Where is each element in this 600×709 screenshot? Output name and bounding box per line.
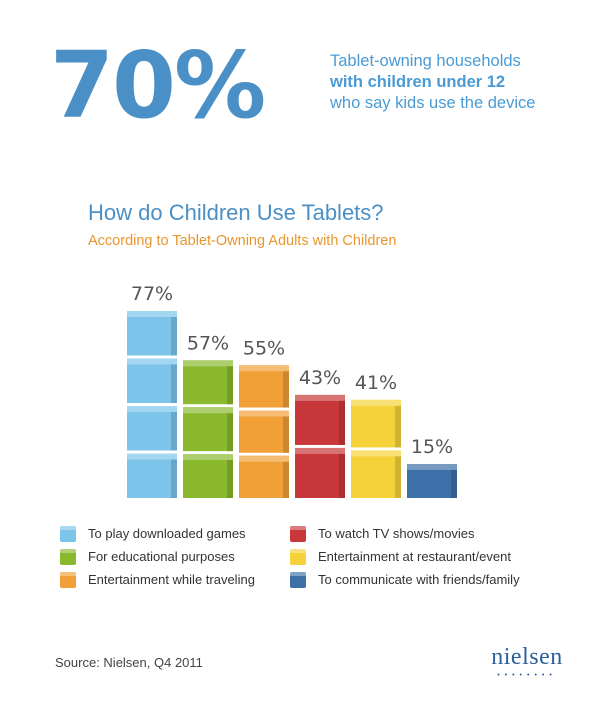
bar-chart: 77% 57% 55% 43% 41% 15% bbox=[127, 283, 457, 498]
chart-title: How do Children Use Tablets? bbox=[88, 200, 384, 225]
bar-cube bbox=[295, 447, 345, 498]
legend-left: To play downloaded games For educational… bbox=[60, 522, 255, 591]
legend-item: Entertainment at restaurant/event bbox=[290, 545, 520, 568]
legend-swatch bbox=[290, 571, 306, 588]
bar-cube bbox=[183, 407, 233, 452]
bar-cube bbox=[127, 406, 177, 451]
headline-description: Tablet-owning households with children u… bbox=[330, 51, 535, 114]
bar-value-label: 57% bbox=[187, 332, 229, 354]
bar bbox=[127, 311, 177, 498]
bar-value-label: 41% bbox=[355, 372, 397, 394]
legend-item: To watch TV shows/movies bbox=[290, 522, 520, 545]
nielsen-logo: nielsen •••••••• bbox=[484, 645, 570, 679]
bar-cube bbox=[183, 454, 233, 498]
bar-cube bbox=[127, 311, 177, 356]
legend-swatch bbox=[60, 525, 76, 542]
legend-item: To communicate with friends/family bbox=[290, 568, 520, 591]
bar-cube bbox=[351, 450, 401, 498]
legend-item: Entertainment while traveling bbox=[60, 568, 255, 591]
headline-line-2: with children under 12 bbox=[330, 73, 506, 91]
bar-cube bbox=[239, 410, 289, 453]
legend-label: To play downloaded games bbox=[88, 526, 246, 541]
legend-item: To play downloaded games bbox=[60, 522, 255, 545]
bar bbox=[183, 360, 233, 498]
bar-value-label: 55% bbox=[243, 337, 285, 359]
legend-swatch bbox=[290, 548, 306, 565]
bar-cube bbox=[183, 360, 233, 405]
logo-wordmark: nielsen bbox=[491, 644, 563, 670]
bar-cube bbox=[239, 365, 289, 408]
bar-value-label: 77% bbox=[131, 283, 173, 305]
legend-right: To watch TV shows/movies Entertainment a… bbox=[290, 522, 520, 591]
bar-cube bbox=[239, 455, 289, 498]
headline-line-3: who say kids use the device bbox=[330, 94, 536, 112]
bar bbox=[407, 463, 457, 498]
headline-stat: 70% bbox=[50, 32, 266, 139]
bar-cube bbox=[407, 463, 457, 498]
bar bbox=[295, 394, 345, 498]
source-note: Source: Nielsen, Q4 2011 bbox=[55, 655, 203, 670]
bar-cube bbox=[127, 453, 177, 498]
legend-label: To communicate with friends/family bbox=[318, 572, 520, 587]
bar-cube bbox=[127, 358, 177, 403]
bar-cube bbox=[295, 394, 345, 445]
legend-label: For educational purposes bbox=[88, 549, 235, 564]
bar bbox=[239, 365, 289, 498]
legend-item: For educational purposes bbox=[60, 545, 255, 568]
bar-value-label: 43% bbox=[299, 367, 341, 389]
headline-line-1: Tablet-owning households bbox=[330, 52, 521, 70]
bar bbox=[351, 399, 401, 498]
logo-dots: •••••••• bbox=[497, 672, 557, 679]
chart-subtitle: According to Tablet-Owning Adults with C… bbox=[88, 233, 397, 249]
legend-swatch bbox=[60, 571, 76, 588]
legend-label: To watch TV shows/movies bbox=[318, 526, 475, 541]
legend-label: Entertainment at restaurant/event bbox=[318, 549, 511, 564]
legend-swatch bbox=[60, 548, 76, 565]
bar-cube bbox=[351, 399, 401, 448]
bar-value-label: 15% bbox=[411, 436, 453, 458]
legend-label: Entertainment while traveling bbox=[88, 572, 255, 587]
legend-swatch bbox=[290, 525, 306, 542]
